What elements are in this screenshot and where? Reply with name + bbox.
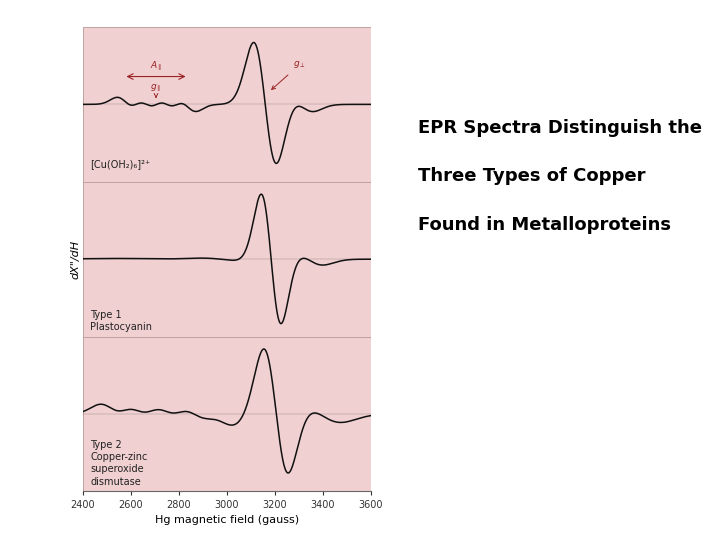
Text: $g_{\perp}$: $g_{\perp}$ xyxy=(271,59,306,90)
Text: EPR Spectra Distinguish the: EPR Spectra Distinguish the xyxy=(418,119,701,137)
X-axis label: Hg magnetic field (gauss): Hg magnetic field (gauss) xyxy=(155,515,299,524)
Text: Three Types of Copper: Three Types of Copper xyxy=(418,167,645,185)
Bar xyxy=(83,336,371,491)
Text: Type 2
Copper-zinc
superoxide
dismutase: Type 2 Copper-zinc superoxide dismutase xyxy=(90,440,148,487)
Text: $A_{\parallel}$: $A_{\parallel}$ xyxy=(150,60,162,73)
Bar xyxy=(83,27,371,182)
Text: [Cu(OH₂)₆]²⁺: [Cu(OH₂)₆]²⁺ xyxy=(90,159,150,170)
Y-axis label: dX"/dH: dX"/dH xyxy=(70,240,80,279)
Text: Found in Metalloproteins: Found in Metalloproteins xyxy=(418,216,670,234)
Text: Type 1
Plastocyanin: Type 1 Plastocyanin xyxy=(90,309,152,332)
Bar xyxy=(83,182,371,336)
Text: $g_{\parallel}$: $g_{\parallel}$ xyxy=(150,83,162,97)
